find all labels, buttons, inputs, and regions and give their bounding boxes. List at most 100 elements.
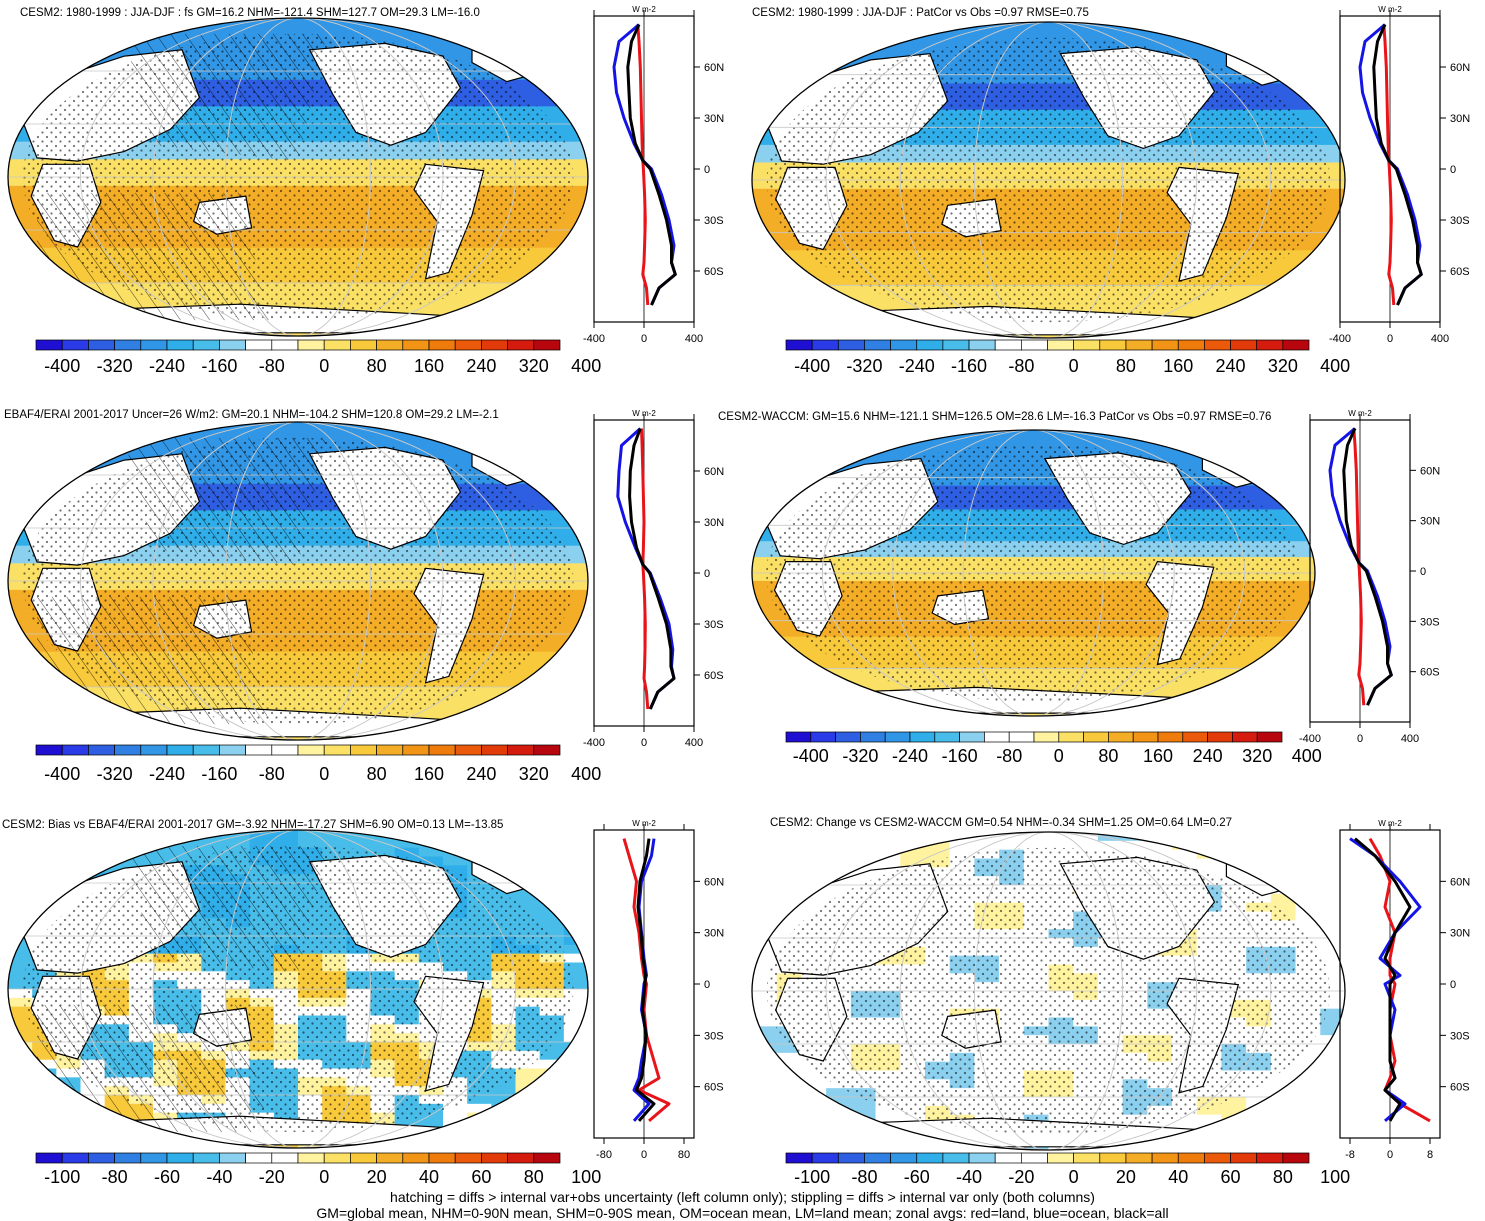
map-cell — [1246, 1132, 1272, 1142]
map-cell — [104, 830, 130, 840]
colorbar-label: -80 — [102, 1167, 128, 1187]
map — [752, 22, 1345, 338]
map-cell — [900, 858, 926, 868]
zonal-unit: W m-2 — [1348, 409, 1372, 418]
map-cell — [900, 849, 926, 860]
map-cell — [801, 1141, 827, 1150]
map-cell — [32, 856, 57, 866]
colorbar-swatch — [402, 744, 430, 756]
map-cell — [776, 1114, 803, 1125]
y-tick-label: 0 — [704, 568, 710, 580]
map-cell — [563, 1024, 588, 1034]
map-cell — [80, 838, 106, 849]
map-cell — [8, 1130, 33, 1140]
colorbar-swatch — [323, 744, 351, 756]
map-cell — [875, 840, 901, 851]
y-tick-label: 30S — [704, 619, 724, 631]
map — [8, 422, 588, 740]
map-cell — [515, 1068, 541, 1078]
map-cell — [776, 1061, 803, 1072]
map-cell — [80, 865, 106, 875]
colorbar-swatch — [61, 339, 89, 351]
colorbar-swatch — [376, 744, 404, 756]
map-cell — [875, 832, 901, 842]
map-cell — [1320, 902, 1345, 913]
map-cell — [563, 1112, 588, 1123]
colorbar-label: -320 — [97, 356, 133, 376]
map-cell — [104, 838, 130, 849]
map-cell — [539, 883, 565, 893]
colorbar-swatch — [61, 744, 89, 756]
map-cell — [8, 830, 33, 840]
map-cell — [1147, 1141, 1173, 1150]
colorbar-label: -320 — [842, 746, 878, 766]
map-cell — [1320, 858, 1345, 868]
map-cell — [776, 867, 803, 877]
colorbar-swatch — [481, 744, 508, 756]
map-cell — [249, 838, 275, 849]
map-outline — [7, 421, 589, 741]
map-cell — [776, 885, 803, 895]
y-tick-label: 60N — [704, 62, 724, 74]
map-cell — [1320, 1088, 1345, 1098]
map-cell — [539, 865, 565, 875]
panel-title: CESM2: Bias vs EBAF4/ERAI 2001-2017 GM=-… — [2, 819, 503, 831]
map-cell — [539, 830, 565, 840]
colorbar-label: -80 — [996, 746, 1022, 766]
colorbar-label: 20 — [367, 1167, 387, 1187]
map-cell — [8, 1006, 33, 1017]
colorbar-swatch — [350, 744, 377, 756]
colorbar-swatch — [1099, 1152, 1127, 1164]
map-cell — [752, 999, 778, 1010]
colorbar-swatch — [428, 339, 456, 351]
y-tick-label: 60S — [1420, 667, 1440, 679]
colorbar-label: -80 — [851, 1167, 877, 1187]
colorbar-label: -100 — [794, 1167, 830, 1187]
colorbar-swatch — [811, 1152, 839, 1164]
map-cell — [563, 1086, 588, 1096]
map-cell — [563, 1095, 588, 1105]
map-cell — [370, 838, 396, 849]
map-cell — [1270, 1079, 1297, 1089]
map-cell — [443, 856, 468, 866]
map-cell — [1172, 858, 1198, 868]
map-cell — [32, 847, 57, 858]
map-cell — [1320, 1008, 1345, 1019]
y-tick-label: 60S — [704, 670, 724, 682]
colorbar-label: 400 — [571, 356, 601, 376]
map-cell — [1295, 840, 1321, 851]
y-tick-label: 30S — [1450, 1030, 1470, 1042]
panel-6: CESM2: Change vs CESM2-WACCM GM=0.54 NHM… — [751, 817, 1470, 1187]
map-cell — [515, 874, 541, 884]
colorbar-label: 60 — [1221, 1167, 1241, 1187]
map-cell — [826, 1088, 852, 1098]
colorbar-swatch — [1177, 1152, 1205, 1164]
colorbar-swatch — [192, 1152, 220, 1164]
map-cell — [826, 1114, 852, 1125]
map-cell — [1246, 1123, 1272, 1133]
colorbar-label: 80 — [1273, 1167, 1293, 1187]
graticule-lon — [152, 830, 444, 1148]
map-cell — [80, 830, 106, 840]
colorbar-swatch — [785, 1152, 813, 1164]
map-cell — [1246, 849, 1272, 860]
colorbar-swatch — [35, 339, 63, 351]
map — [752, 832, 1345, 1150]
zonal-plot: -400 0 400 60N 30N 0 30S 60S W m-2 — [583, 5, 724, 345]
panel-2: CESM2: 1980-1999 : JJA-DJF : PatCor vs O… — [751, 5, 1470, 376]
colorbar-label: -160 — [201, 764, 237, 784]
colorbar-label: 80 — [367, 356, 387, 376]
map-cell — [850, 1105, 877, 1116]
map-cell — [491, 1121, 517, 1131]
colorbar-label: 320 — [1242, 746, 1272, 766]
colorbar-swatch — [1207, 731, 1233, 743]
colorbar-swatch — [140, 744, 168, 756]
colorbar-label: 400 — [571, 764, 601, 784]
map-cell — [515, 847, 541, 858]
y-tick-label: 30N — [1420, 516, 1440, 528]
colorbar-label: 40 — [419, 1167, 439, 1187]
map-cell — [1320, 991, 1345, 1001]
graticule-lon — [973, 22, 1124, 338]
map-cell — [563, 1068, 588, 1078]
colorbar-label: 320 — [519, 764, 549, 784]
